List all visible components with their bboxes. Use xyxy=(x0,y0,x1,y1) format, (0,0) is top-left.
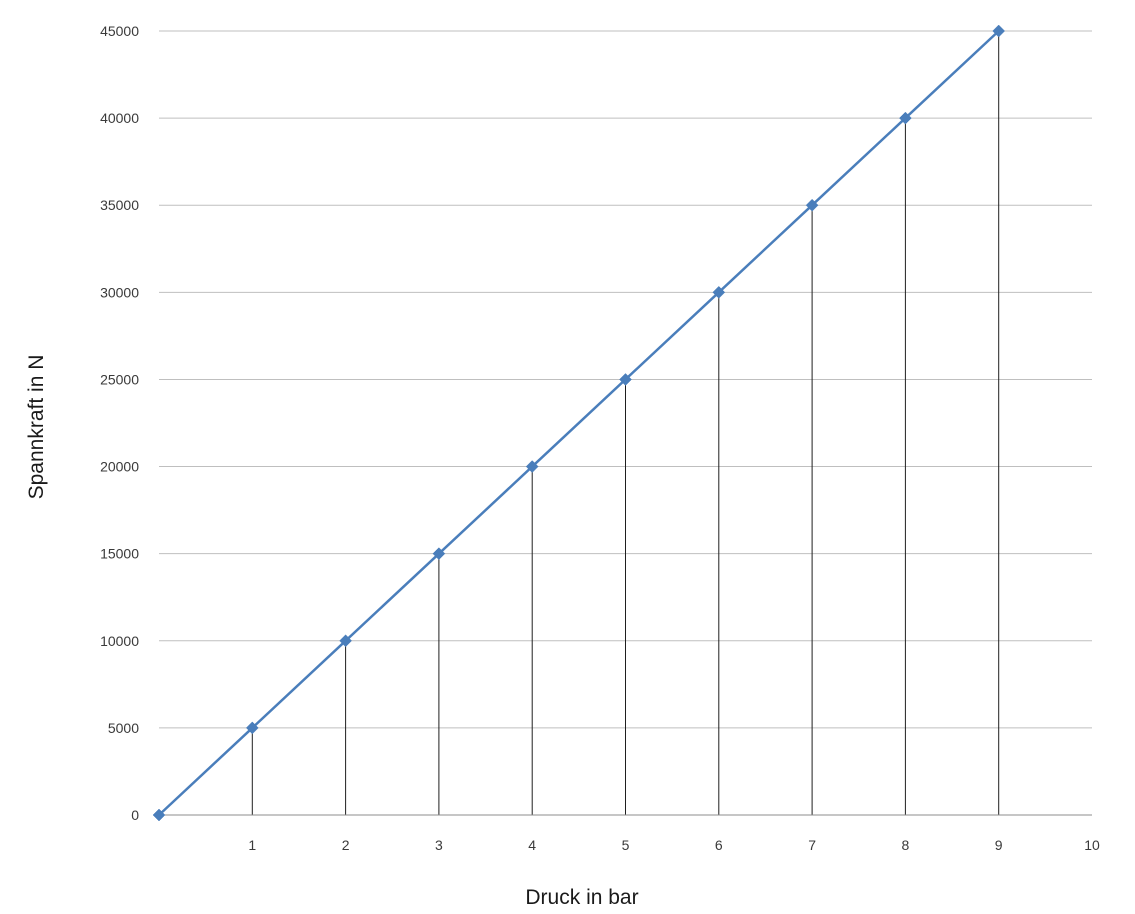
x-tick-label-4: 4 xyxy=(528,837,536,853)
x-tick-labels: 1 2 3 4 5 6 7 8 9 10 xyxy=(248,837,1100,853)
data-point-7 xyxy=(805,198,819,212)
x-tick-label-3: 3 xyxy=(435,837,443,853)
y-axis-title: Spannkraft in N xyxy=(25,355,48,500)
x-tick-label-2: 2 xyxy=(342,837,350,853)
y-tick-label-5000: 5000 xyxy=(108,720,139,736)
y-tick-label-10000: 10000 xyxy=(100,633,139,649)
y-tick-label-40000: 40000 xyxy=(100,110,139,126)
y-tick-label-0: 0 xyxy=(131,807,139,823)
data-point-8 xyxy=(899,111,912,125)
x-tick-label-7: 7 xyxy=(808,837,816,853)
drop-lines xyxy=(251,31,1000,815)
data-point-9 xyxy=(992,24,1006,38)
x-tick-label-8: 8 xyxy=(902,837,910,853)
data-point-2 xyxy=(339,634,352,648)
x-tick-label-10: 10 xyxy=(1084,837,1100,853)
data-point-0 xyxy=(152,808,166,822)
data-point-3 xyxy=(432,547,446,561)
y-tick-label-45000: 45000 xyxy=(100,23,139,39)
x-tick-label-1: 1 xyxy=(248,837,256,853)
y-tick-labels: 0 5000 10000 15000 20000 25000 30000 35000 40000… xyxy=(100,23,139,823)
series-line-group xyxy=(158,30,1000,816)
y-tick-label-15000: 15000 xyxy=(100,546,139,562)
x-tick-label-5: 5 xyxy=(622,837,630,853)
data-point-5 xyxy=(619,373,632,386)
y-tick-label-35000: 35000 xyxy=(100,197,139,213)
x-axis-title: Druck in bar xyxy=(525,886,638,909)
y-tick-label-20000: 20000 xyxy=(100,459,139,475)
x-tick-label-9: 9 xyxy=(995,837,1003,853)
data-point-4 xyxy=(525,460,539,473)
y-tick-label-30000: 30000 xyxy=(100,284,139,300)
y-tick-label-25000: 25000 xyxy=(100,371,139,387)
data-points xyxy=(152,24,1006,822)
data-point-1 xyxy=(245,721,259,735)
x-tick-label-6: 6 xyxy=(715,837,723,853)
series-line xyxy=(158,30,1000,816)
data-point-6 xyxy=(712,285,726,299)
